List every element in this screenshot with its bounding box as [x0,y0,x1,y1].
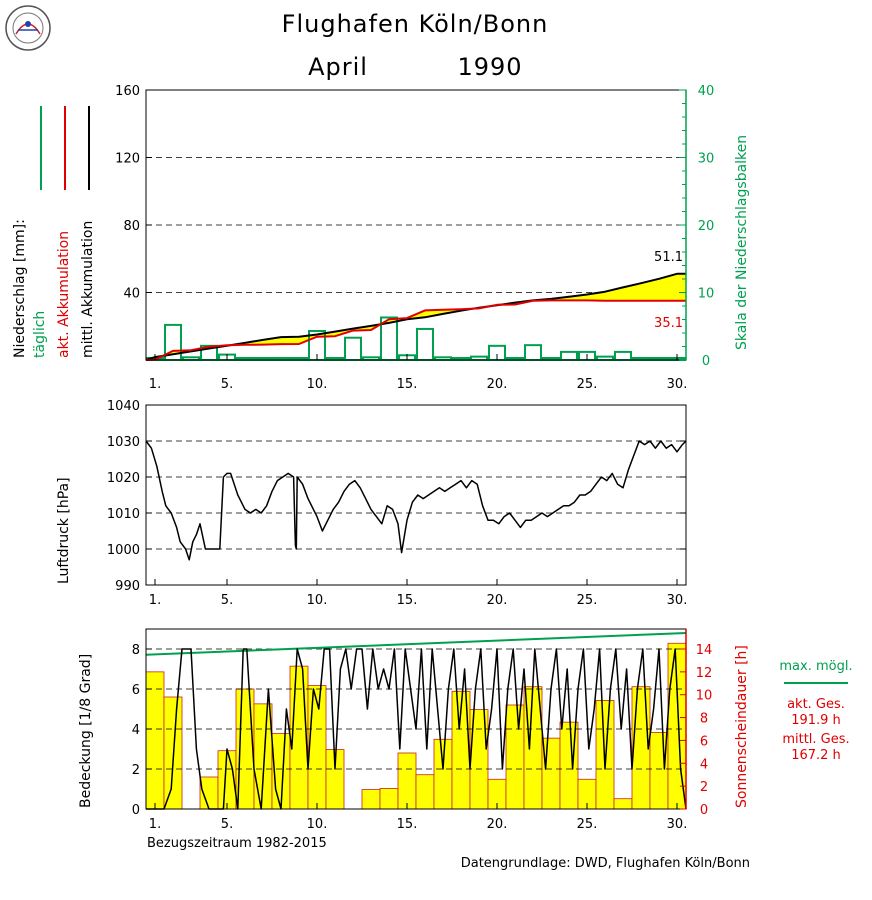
cloud-cover-line [146,648,687,810]
y2-axis-title: Skala der Niederschlagsbalken [734,135,750,350]
y-tick-label: 0 [132,803,140,818]
x-tick-label: 1. [149,593,161,608]
actual-total-label: akt. Ges. [787,697,845,712]
chart-title-station: Flughafen Köln/Bonn [282,10,549,38]
y2-tick-label: 30 [698,152,715,167]
y-tick-label: 80 [123,219,140,234]
x-tick-label: 10. [307,377,328,392]
daily-precip-bar [344,336,362,362]
y2-tick-label: 40 [698,84,715,99]
chart-title-year: 1990 [457,53,522,81]
sunshine-bar [379,788,399,810]
y2-tick-label: 10 [698,287,715,302]
y-tick-label: 120 [115,152,140,167]
mean-accum-final-label: 51.1 [654,250,683,265]
sunshine-bar [397,752,417,810]
legend-label: akt. Akkumulation [56,231,72,358]
legend-label: täglich [32,311,48,358]
x-tick-label: 25. [577,593,598,608]
data-source: Datengrundlage: DWD, Flughafen Köln/Bonn [461,856,750,871]
x-tick-label: 15. [397,817,418,832]
sunshine-bar [253,703,273,810]
x-tick-label: 25. [577,817,598,832]
y2-tick-label: 14 [696,643,713,658]
daily-precip-bar [614,350,632,361]
sunshine-bar [649,732,669,810]
x-tick-label: 5. [221,377,233,392]
sunshine-bar [415,774,435,810]
x-tick-label: 1. [149,377,161,392]
x-tick-label: 15. [397,377,418,392]
y2-tick-label: 20 [698,219,715,234]
y-tick-label: 1000 [107,543,140,558]
daily-precip-bar [560,350,578,361]
pressure-line [145,440,687,561]
y-axis-title: Bedeckung [1/8 Grad] [78,654,94,808]
legend-label: mittl. Akkumulation [80,221,96,358]
y2-tick-label: 2 [700,780,708,795]
accumulation-difference-band [146,273,686,360]
y-tick-label: 6 [132,683,140,698]
x-tick-label: 30. [667,817,688,832]
y-tick-label: 1020 [107,471,140,486]
x-tick-label: 10. [307,817,328,832]
y2-tick-label: 4 [700,757,708,772]
x-tick-label: 5. [221,817,233,832]
sunshine-bar [433,738,453,810]
x-tick-label: 1. [149,817,161,832]
sunshine-bar [631,686,651,810]
daily-precip-bar [470,355,488,361]
chart-title-month: April [308,53,368,81]
y-tick-label: 4 [132,723,140,738]
y2-axis-title: Sonnenscheindauer [h] [734,645,750,808]
cloud-sunshine-panel: 0 2 4 6 8 0 2 4 6 8 10 12 14 1. 5. 10. 15. 20. 25. 30. Bedec… [78,628,853,832]
max-possible-sunshine-line [145,632,687,656]
y2-tick-label: 0 [700,803,708,818]
actual-accum-final-label: 35.1 [654,316,683,331]
sunshine-bar [541,737,561,810]
max-possible-legend-label: max. mögl. [779,659,852,674]
x-tick-label: 25. [577,377,598,392]
y2-tick-label: 0 [702,354,710,369]
reference-period: Bezugszeitraum 1982-2015 [147,836,327,851]
seal-logo [5,5,51,51]
y-tick-label: 2 [132,763,140,778]
y2-tick-label: 8 [700,712,708,727]
sunshine-bar [613,798,633,810]
plot-frame [145,404,687,586]
y-tick-label: 1040 [107,399,140,414]
mean-total-value: 167.2 h [791,748,841,763]
daily-precip-bar [596,355,614,361]
y-tick-label: 8 [132,643,140,658]
y-tick-label: 1030 [107,435,140,450]
y2-tick-label: 6 [700,734,708,749]
x-tick-label: 15. [397,593,418,608]
y-tick-label: 990 [115,579,140,594]
y2-tick-label: 10 [696,689,713,704]
mean-total-label: mittl. Ges. [782,732,849,747]
precipitation-panel: 40 80 120 160 0 10 20 30 40 1. 5. 10. 15. 20. 25. 30. 51… [12,84,750,392]
y-tick-label: 1010 [107,507,140,522]
y-tick-label: 160 [115,84,140,99]
sunshine-bar [361,789,381,810]
y-tick-label: 40 [123,287,140,302]
y-axis-title: Niederschlag [mm]: [12,219,28,358]
y-axis-title: Luftdruck [hPa] [56,477,72,584]
daily-precip-bar [416,327,434,362]
actual-total-value: 191.9 h [791,713,841,728]
y2-tick-label: 12 [696,666,713,681]
x-tick-label: 20. [487,817,508,832]
x-tick-label: 20. [487,377,508,392]
x-tick-label: 30. [667,593,688,608]
daily-precip-bar [524,344,542,361]
x-tick-label: 20. [487,593,508,608]
x-tick-label: 30. [667,377,688,392]
sunshine-bar [145,671,165,810]
pressure-panel: 990 1000 1010 1020 1030 1040 1. 5. 10. 15. 20. 25. 3… [56,399,687,608]
x-tick-label: 5. [221,593,233,608]
actual-accumulation-line [145,299,686,361]
sunshine-bar [505,704,525,810]
x-tick-label: 10. [307,593,328,608]
